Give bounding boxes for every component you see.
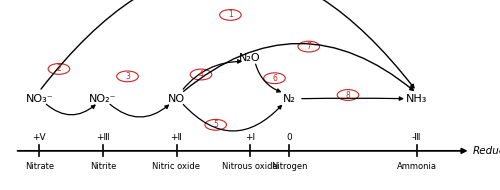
- Text: 5: 5: [214, 120, 218, 129]
- Text: Nitrous oxide: Nitrous oxide: [222, 162, 278, 171]
- Text: +Ⅰ: +Ⅰ: [245, 133, 255, 142]
- Text: 1: 1: [228, 10, 233, 19]
- Text: +V: +V: [32, 133, 46, 142]
- Text: NH₃: NH₃: [406, 94, 427, 104]
- Text: 3: 3: [125, 72, 130, 81]
- Text: NO₃⁻: NO₃⁻: [26, 94, 53, 104]
- Text: -Ⅲ: -Ⅲ: [412, 133, 422, 142]
- Text: +Ⅱ: +Ⅱ: [170, 133, 182, 142]
- Text: N₂O: N₂O: [239, 53, 261, 63]
- Text: 8: 8: [346, 90, 350, 100]
- Text: 7: 7: [306, 42, 311, 51]
- Text: +Ⅲ: +Ⅲ: [96, 133, 110, 142]
- Text: NO: NO: [168, 94, 185, 104]
- Text: 6: 6: [272, 74, 277, 83]
- Text: NO₂⁻: NO₂⁻: [89, 94, 117, 104]
- Text: 0: 0: [286, 133, 292, 142]
- Text: Reduction: Reduction: [473, 146, 500, 156]
- Text: Nitrogen: Nitrogen: [271, 162, 308, 171]
- Text: Nitric oxide: Nitric oxide: [152, 162, 200, 171]
- Text: Nitrite: Nitrite: [90, 162, 116, 171]
- Text: Nitrate: Nitrate: [24, 162, 54, 171]
- Text: 4: 4: [198, 70, 203, 79]
- Text: N₂: N₂: [283, 94, 296, 104]
- Text: 2: 2: [56, 64, 62, 73]
- Text: Ammonia: Ammonia: [396, 162, 436, 171]
